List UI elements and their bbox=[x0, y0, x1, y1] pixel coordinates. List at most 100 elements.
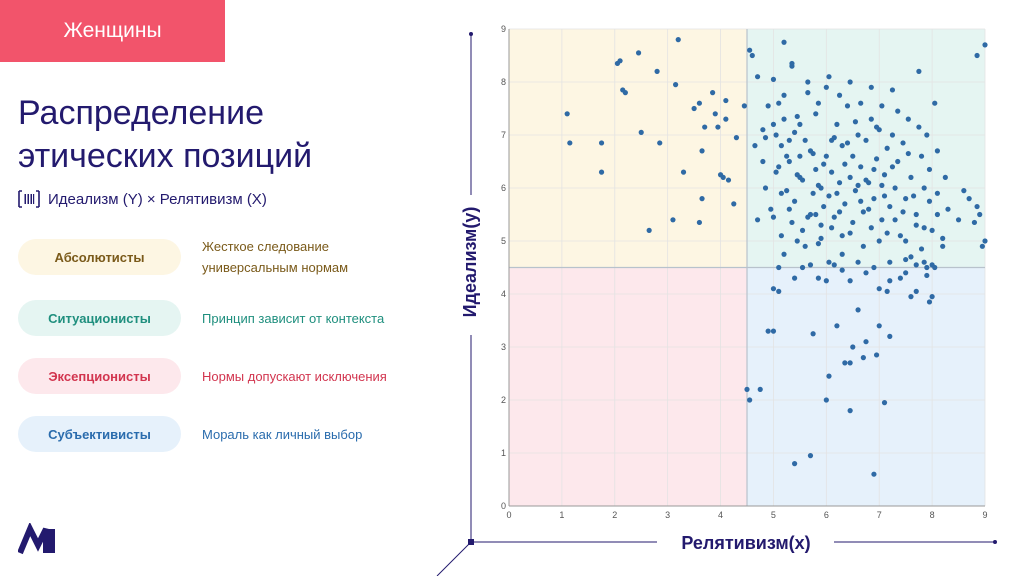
x-axis-end-dot bbox=[993, 540, 997, 544]
data-point bbox=[850, 153, 856, 159]
data-point bbox=[720, 174, 726, 180]
data-point bbox=[765, 328, 771, 334]
data-point bbox=[876, 286, 882, 292]
data-point bbox=[934, 211, 941, 218]
data-point bbox=[794, 238, 800, 244]
data-point bbox=[696, 219, 703, 226]
data-point bbox=[852, 119, 859, 125]
data-point bbox=[913, 222, 919, 228]
data-point bbox=[876, 323, 882, 329]
data-point bbox=[855, 307, 861, 313]
y-tick-label: 9 bbox=[501, 24, 506, 34]
data-point bbox=[773, 169, 779, 175]
data-point bbox=[855, 259, 861, 265]
data-point bbox=[918, 153, 925, 159]
data-point bbox=[799, 264, 806, 271]
data-point bbox=[821, 203, 827, 210]
data-point bbox=[818, 235, 824, 241]
data-point bbox=[942, 174, 948, 180]
category-subjectivists: Субъективисты bbox=[18, 416, 181, 452]
data-point bbox=[924, 132, 930, 138]
data-point bbox=[710, 90, 716, 96]
data-point bbox=[905, 150, 911, 157]
y-tick-label: 2 bbox=[501, 395, 506, 405]
data-point bbox=[974, 52, 980, 59]
data-point bbox=[765, 103, 771, 109]
data-point bbox=[696, 100, 703, 106]
data-point bbox=[839, 251, 845, 257]
data-point bbox=[834, 323, 840, 329]
data-point bbox=[908, 174, 914, 180]
data-point bbox=[789, 60, 795, 67]
data-point bbox=[826, 259, 832, 265]
data-point bbox=[860, 355, 866, 361]
data-point bbox=[776, 100, 782, 106]
data-point bbox=[723, 116, 729, 122]
data-point bbox=[792, 275, 798, 281]
data-point bbox=[873, 352, 880, 358]
data-point bbox=[847, 278, 853, 284]
x-axis-label: Релятивизм(x) bbox=[681, 533, 810, 553]
data-point bbox=[807, 262, 814, 268]
category-absolutists-description: Жесткое следование универсальным нормам bbox=[202, 236, 348, 278]
data-point bbox=[873, 156, 880, 162]
y-tick-label: 3 bbox=[501, 342, 506, 352]
data-point bbox=[850, 344, 856, 350]
y-tick-label: 4 bbox=[501, 289, 506, 299]
data-point bbox=[908, 254, 914, 260]
data-point bbox=[897, 275, 903, 281]
data-point bbox=[982, 42, 988, 48]
data-point bbox=[858, 164, 864, 170]
data-point bbox=[752, 143, 758, 149]
data-point bbox=[747, 397, 753, 403]
data-point bbox=[847, 408, 853, 414]
x-tick-label: 7 bbox=[877, 510, 882, 520]
data-point bbox=[834, 190, 840, 196]
category-situationists-description: Принцип зависит от контекста bbox=[202, 311, 385, 326]
data-point bbox=[807, 453, 814, 459]
data-point bbox=[881, 193, 888, 199]
data-point bbox=[622, 90, 628, 96]
data-point bbox=[646, 227, 652, 233]
data-point bbox=[866, 206, 872, 212]
y-axis-end-dot bbox=[469, 32, 473, 36]
data-point bbox=[815, 275, 822, 281]
data-point bbox=[715, 124, 721, 130]
data-point bbox=[815, 182, 822, 188]
data-point bbox=[971, 219, 978, 226]
y-tick-label: 8 bbox=[501, 77, 506, 87]
quadrant-bottom-left bbox=[509, 267, 747, 506]
data-point bbox=[699, 148, 705, 154]
category-exceptionists-description: Нормы допускают исключения bbox=[202, 369, 387, 384]
data-point bbox=[926, 198, 933, 204]
data-point bbox=[926, 166, 933, 173]
data-point bbox=[797, 121, 803, 127]
x-tick-label: 4 bbox=[718, 510, 723, 520]
data-point bbox=[712, 111, 718, 117]
data-point bbox=[916, 124, 922, 130]
chart-subtitle: Идеализм (Y) × Релятивизм (X) bbox=[18, 190, 267, 208]
data-point bbox=[781, 92, 787, 98]
data-point bbox=[842, 201, 848, 207]
data-point bbox=[823, 153, 829, 159]
data-point bbox=[913, 262, 919, 268]
data-point bbox=[903, 238, 909, 244]
data-point bbox=[884, 288, 890, 294]
data-point bbox=[799, 227, 806, 233]
data-point bbox=[847, 79, 853, 85]
data-point bbox=[786, 158, 792, 165]
data-point bbox=[903, 270, 909, 276]
data-point bbox=[829, 169, 835, 175]
data-point bbox=[815, 100, 822, 106]
data-point bbox=[781, 251, 787, 257]
data-point bbox=[770, 121, 777, 127]
data-point bbox=[789, 219, 795, 226]
data-point bbox=[945, 206, 951, 212]
data-point bbox=[844, 103, 851, 109]
data-point bbox=[638, 129, 644, 135]
title-line-1: Распределение bbox=[18, 94, 264, 132]
data-point bbox=[821, 161, 827, 167]
data-point bbox=[657, 140, 663, 146]
description-line-2: универсальным нормам bbox=[202, 260, 349, 275]
data-point bbox=[823, 84, 829, 90]
